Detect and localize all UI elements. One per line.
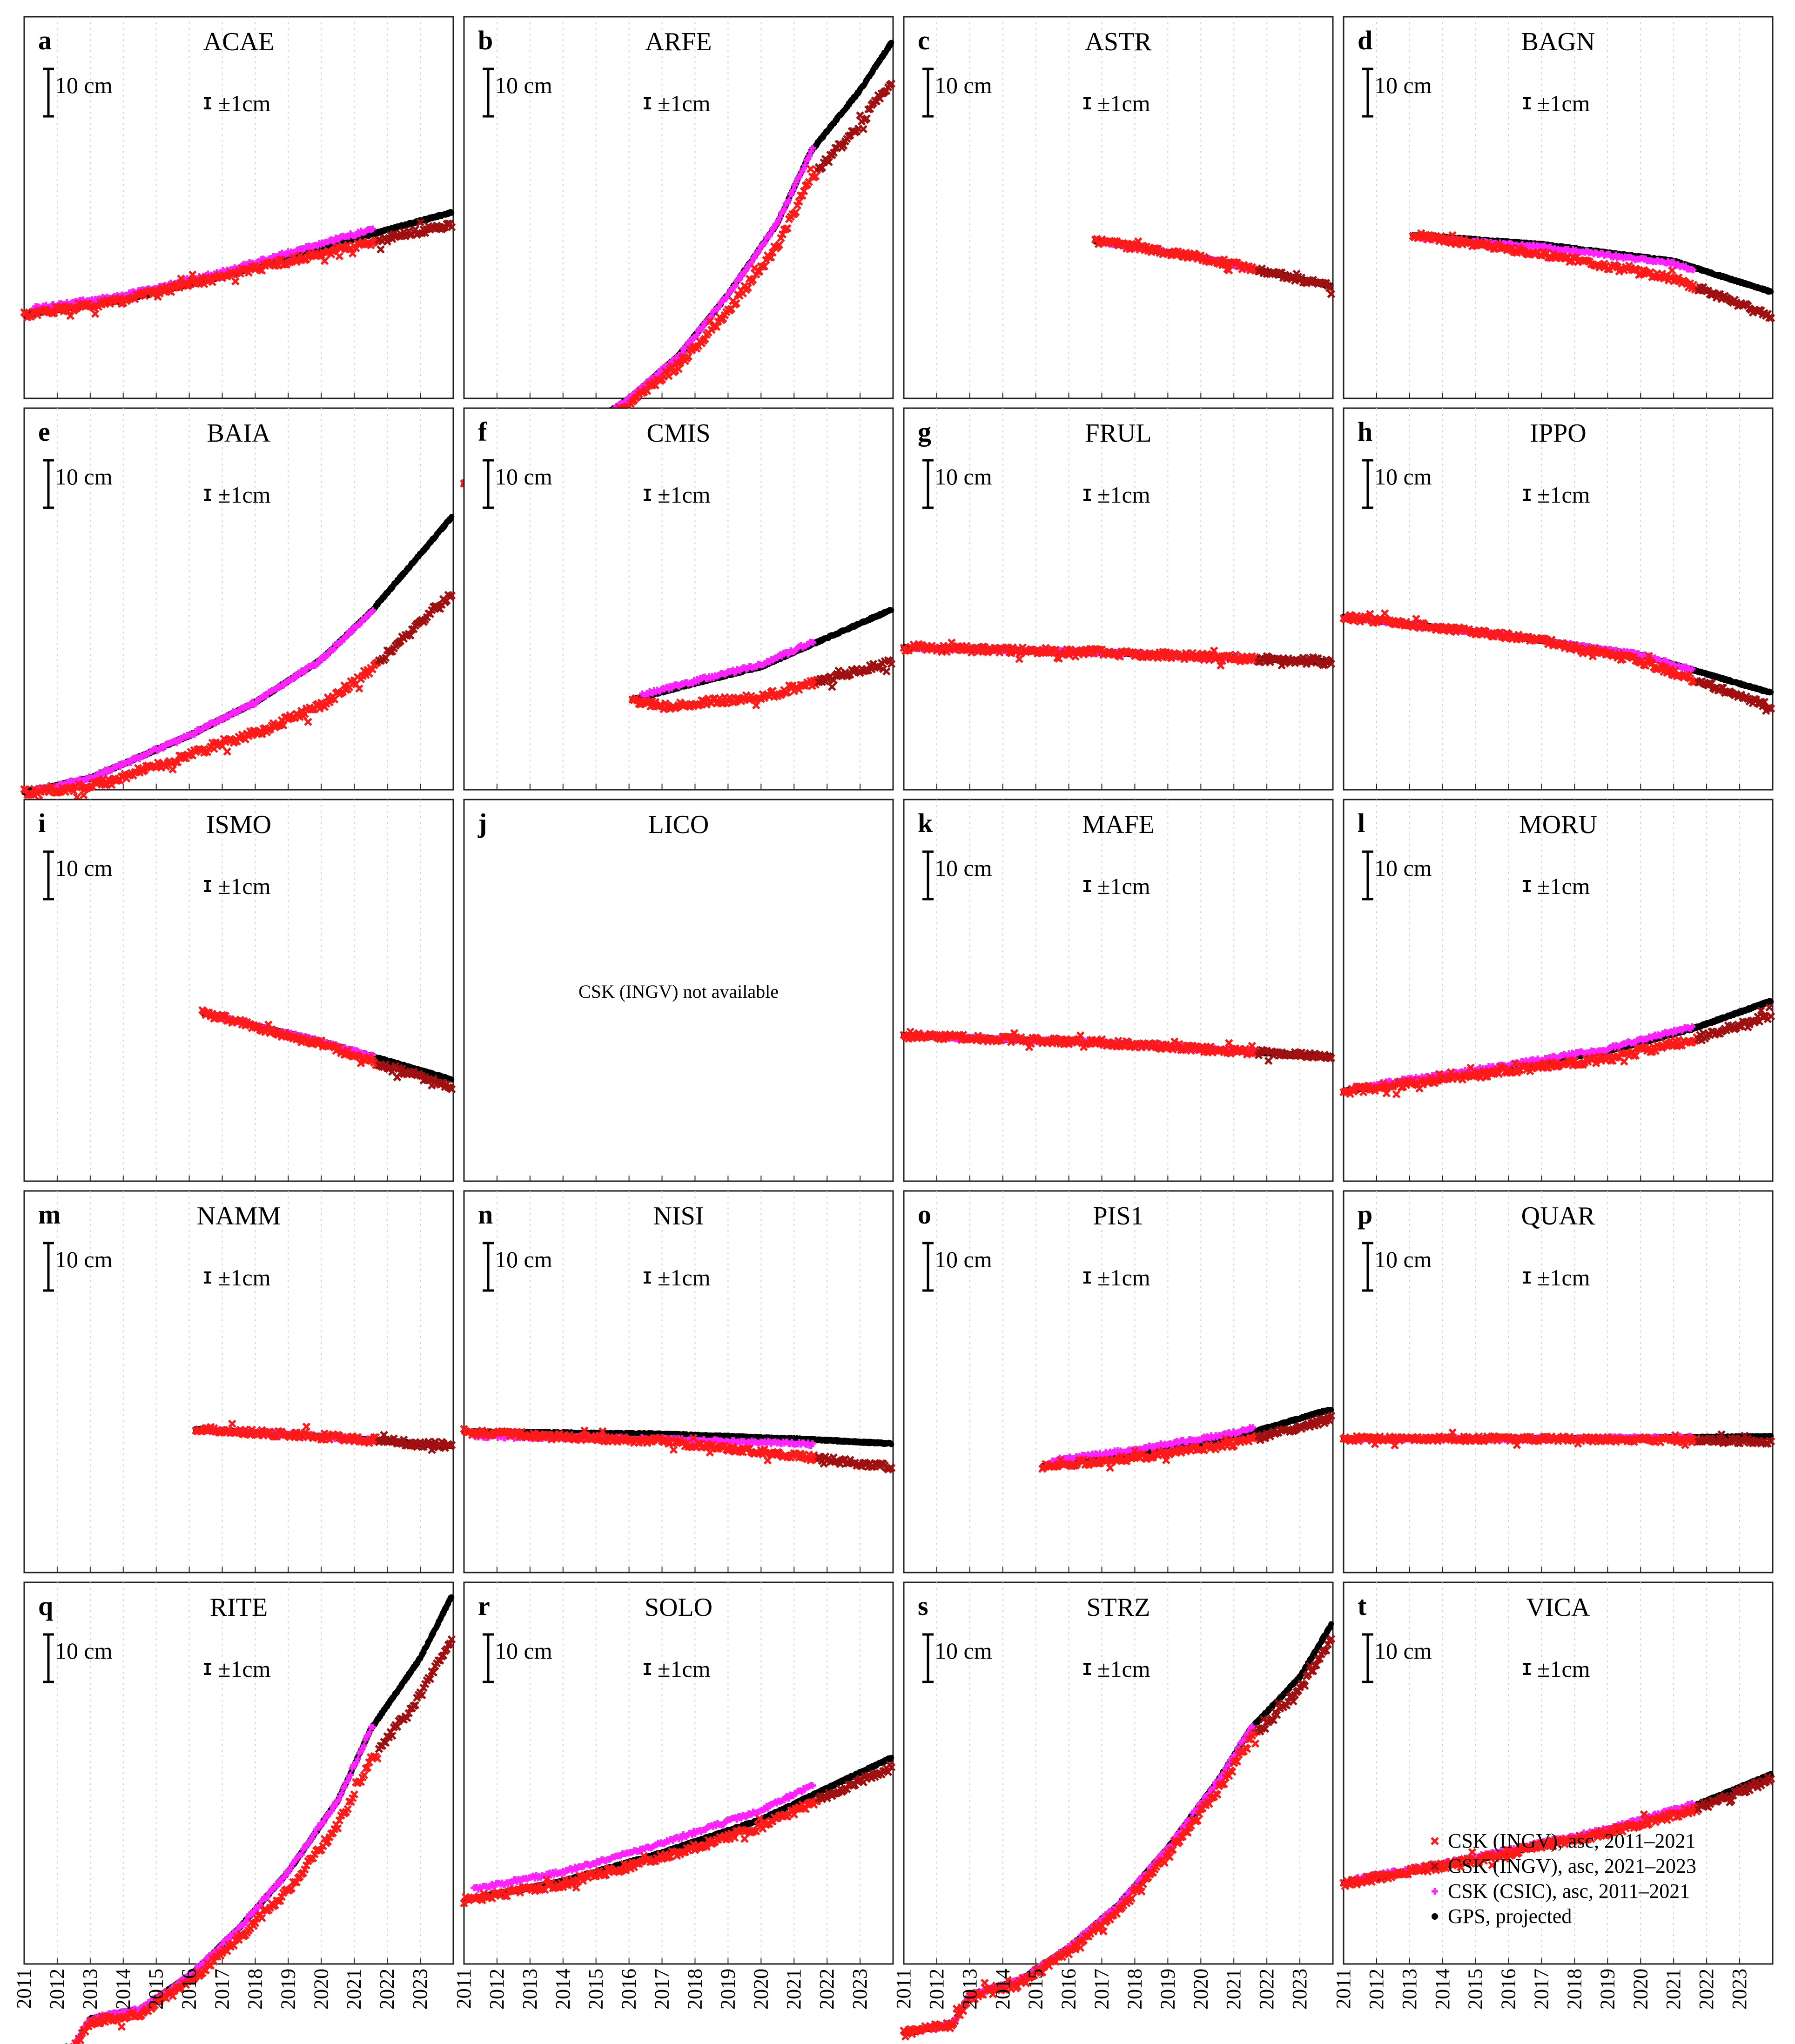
station-label: BAGN	[1521, 27, 1595, 56]
panel-c: c ASTR 10 cm ±1cm	[903, 16, 1336, 399]
scale-bar-label: 10 cm	[55, 72, 113, 98]
panel-letter: d	[1358, 25, 1372, 55]
scale-bar-label: 10 cm	[1374, 72, 1432, 98]
scale-bar-label: 10 cm	[495, 72, 552, 98]
panel-d: d BAGN 10 cm ±1cm	[1343, 16, 1775, 399]
panel-a: a ACAE 10 cm ±1cm	[20, 16, 456, 399]
panel-letter: a	[38, 25, 52, 55]
station-label: ASTR	[1085, 27, 1152, 56]
error-bar-label: ±1cm	[1097, 90, 1150, 116]
error-bar-label: ±1cm	[1537, 90, 1590, 116]
error-bar-label: ±1cm	[218, 90, 271, 116]
panel-letter: b	[478, 25, 493, 55]
panel-letter: c	[918, 25, 930, 55]
error-bar-label: ±1cm	[658, 90, 711, 116]
panel-frame	[23, 16, 454, 399]
panels: a ACAE 10 cm ±1cm b ARFE 10 cm ±1cm c ASTR 10 cm ±1…	[13, 16, 1775, 2044]
gps-point	[449, 210, 455, 216]
gps-point	[888, 40, 894, 46]
station-label: ARFE	[645, 27, 712, 56]
station-label: ACAE	[203, 27, 274, 56]
scale-bar-label: 10 cm	[934, 72, 992, 98]
